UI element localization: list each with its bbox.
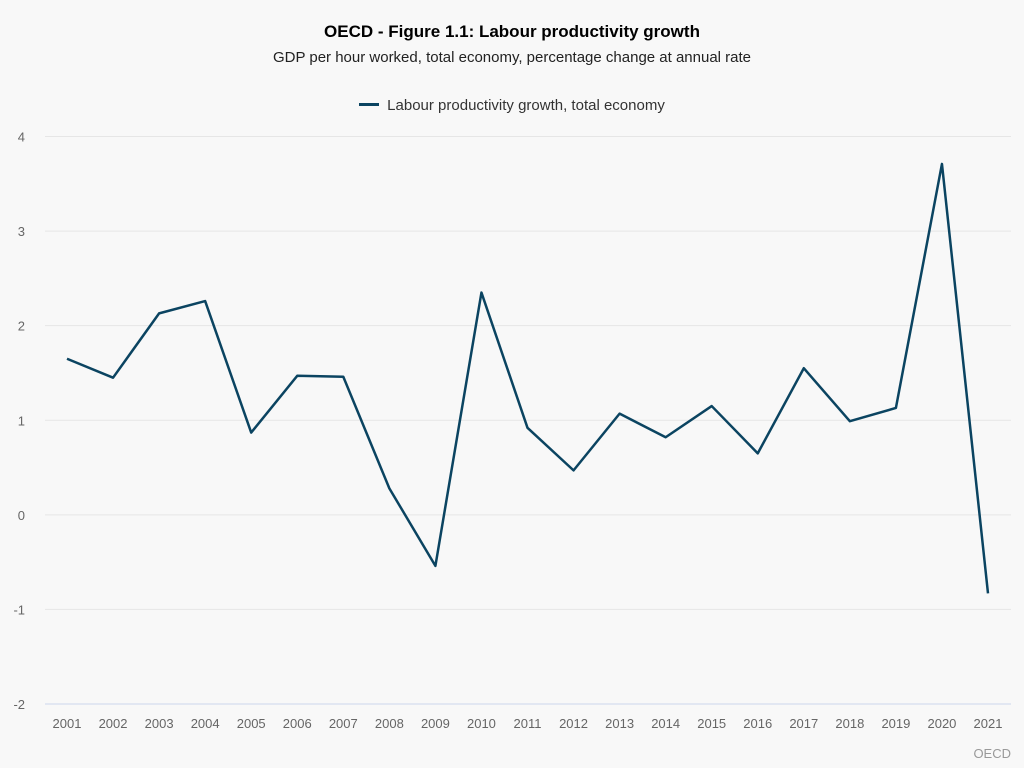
data-point[interactable] <box>800 364 808 372</box>
y-tick-label: 3 <box>18 224 25 239</box>
x-tick-label: 2005 <box>237 716 266 731</box>
x-tick-label: 2020 <box>927 716 956 731</box>
data-point[interactable] <box>109 374 117 382</box>
data-point[interactable] <box>63 355 71 363</box>
x-tick-label: 2021 <box>974 716 1003 731</box>
x-tick-label: 2004 <box>191 716 220 731</box>
data-point[interactable] <box>708 402 716 410</box>
x-tick-label: 2009 <box>421 716 450 731</box>
data-point[interactable] <box>155 309 163 317</box>
x-tick-label: 2001 <box>53 716 82 731</box>
x-tick-label: 2016 <box>743 716 772 731</box>
legend: Labour productivity growth, total econom… <box>0 97 1024 114</box>
x-axis-ticks: 2001 2002 2003 2004 2005 2006 2007 2008 2009 2010… <box>53 716 1003 731</box>
y-tick-label: -2 <box>13 697 25 712</box>
x-tick-label: 2010 <box>467 716 496 731</box>
credit-label[interactable]: OECD <box>973 746 1011 761</box>
data-point[interactable] <box>524 424 532 432</box>
x-tick-label: 2014 <box>651 716 680 731</box>
x-tick-label: 2019 <box>881 716 910 731</box>
series-line[interactable] <box>66 162 990 594</box>
y-tick-label: 4 <box>18 130 25 145</box>
legend-label: Labour productivity growth, total econom… <box>387 97 665 114</box>
data-point[interactable] <box>892 404 900 412</box>
data-point[interactable] <box>201 297 209 305</box>
x-tick-label: 2006 <box>283 716 312 731</box>
data-point[interactable] <box>846 417 854 425</box>
data-point[interactable] <box>477 289 485 297</box>
data-point[interactable] <box>754 449 762 457</box>
x-tick-label: 2013 <box>605 716 634 731</box>
data-point[interactable] <box>616 410 624 418</box>
data-point[interactable] <box>662 433 670 441</box>
data-point[interactable] <box>431 562 439 570</box>
x-tick-label: 2002 <box>99 716 128 731</box>
series-group <box>63 160 992 597</box>
legend-swatch <box>359 102 380 106</box>
y-tick-label: 2 <box>18 319 25 334</box>
chart-title: OECD - Figure 1.1: Labour productivity g… <box>324 22 700 41</box>
data-point[interactable] <box>247 429 255 437</box>
y-tick-label: 1 <box>18 413 25 428</box>
chart-subtitle: GDP per hour worked, total economy, perc… <box>272 49 752 66</box>
x-tick-label: 2007 <box>329 716 358 731</box>
gridlines <box>45 136 1011 705</box>
data-point[interactable] <box>984 589 992 597</box>
data-point[interactable] <box>293 372 301 380</box>
data-point[interactable] <box>570 466 578 474</box>
data-point[interactable] <box>938 160 946 168</box>
data-point[interactable] <box>385 484 393 492</box>
x-tick-label: 2012 <box>559 716 588 731</box>
x-tick-label: 2008 <box>375 716 404 731</box>
x-tick-label: 2011 <box>514 716 542 731</box>
x-tick-label: 2018 <box>835 716 864 731</box>
data-point[interactable] <box>339 373 347 381</box>
x-tick-label: 2015 <box>697 716 726 731</box>
x-tick-label: 2017 <box>789 716 818 731</box>
y-axis-ticks: -2 -1 0 1 2 3 4 <box>13 130 25 713</box>
y-tick-label: 0 <box>18 508 25 523</box>
legend-item[interactable]: Labour productivity growth, total econom… <box>359 97 665 114</box>
y-tick-label: -1 <box>13 602 25 617</box>
x-tick-label: 2003 <box>145 716 174 731</box>
